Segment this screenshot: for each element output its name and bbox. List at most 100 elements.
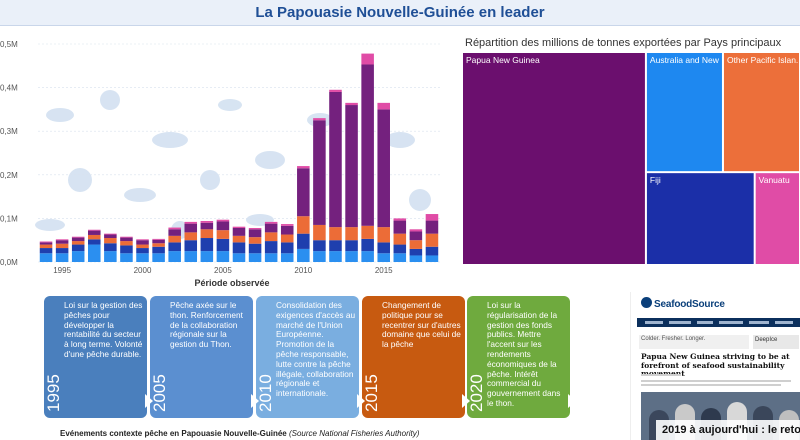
bar-segment[interactable] xyxy=(39,244,53,249)
bar-segment[interactable] xyxy=(120,245,133,254)
bar-segment[interactable] xyxy=(248,243,262,254)
bar-segment[interactable] xyxy=(361,238,374,252)
bar-segment[interactable] xyxy=(248,237,262,244)
bar-segment[interactable] xyxy=(200,222,214,230)
bar-segment[interactable] xyxy=(264,253,278,262)
bar-segment[interactable] xyxy=(104,234,117,239)
bar-segment[interactable] xyxy=(313,118,326,121)
treemap-cell[interactable] xyxy=(646,53,722,172)
bar-segment[interactable] xyxy=(152,246,165,254)
bar-segment[interactable] xyxy=(409,248,423,256)
bar-segment[interactable] xyxy=(425,233,439,247)
bar-segment[interactable] xyxy=(39,248,53,254)
bar-segment[interactable] xyxy=(71,244,85,252)
bar-segment[interactable] xyxy=(329,91,342,228)
bar-segment[interactable] xyxy=(184,232,198,241)
bar-segment[interactable] xyxy=(248,229,262,238)
bar-segment[interactable] xyxy=(393,253,407,262)
bar-segment[interactable] xyxy=(329,227,342,241)
bar-segment[interactable] xyxy=(200,251,214,262)
bar-segment[interactable] xyxy=(393,244,407,254)
bar-segment[interactable] xyxy=(168,235,181,243)
bar-segment[interactable] xyxy=(120,253,133,262)
bar-segment[interactable] xyxy=(216,230,230,239)
bar-segment[interactable] xyxy=(377,242,390,254)
bar-segment[interactable] xyxy=(39,241,53,243)
bar-segment[interactable] xyxy=(200,238,214,252)
bar-segment[interactable] xyxy=(184,221,198,224)
bar-segment[interactable] xyxy=(377,102,390,110)
bar-segment[interactable] xyxy=(313,224,326,241)
bar-segment[interactable] xyxy=(55,248,69,254)
bar-segment[interactable] xyxy=(361,251,374,262)
bar-segment[interactable] xyxy=(152,239,165,244)
bar-segment[interactable] xyxy=(361,225,374,239)
bar-segment[interactable] xyxy=(345,240,358,252)
bar-segment[interactable] xyxy=(345,102,358,106)
bar-segment[interactable] xyxy=(88,230,101,235)
treemap-cell[interactable] xyxy=(463,53,645,264)
bar-segment[interactable] xyxy=(136,239,149,241)
bar-segment[interactable] xyxy=(361,64,374,226)
bar-segment[interactable] xyxy=(88,244,101,262)
bar-segment[interactable] xyxy=(280,224,294,226)
bar-segment[interactable] xyxy=(248,227,262,230)
bar-segment[interactable] xyxy=(248,253,262,262)
bar-segment[interactable] xyxy=(280,253,294,262)
bar-segment[interactable] xyxy=(136,248,149,254)
treemap-cell[interactable] xyxy=(723,53,799,172)
bar-segment[interactable] xyxy=(280,225,294,235)
bar-segment[interactable] xyxy=(329,251,342,262)
bar-segment[interactable] xyxy=(152,243,165,247)
bar-segment[interactable] xyxy=(232,235,246,243)
bar-segment[interactable] xyxy=(55,243,69,249)
bar-segment[interactable] xyxy=(71,241,85,245)
bar-segment[interactable] xyxy=(184,251,198,262)
bar-segment[interactable] xyxy=(71,237,85,242)
bar-segment[interactable] xyxy=(88,234,101,240)
bar-segment[interactable] xyxy=(136,253,149,262)
bar-segment[interactable] xyxy=(425,246,439,256)
bar-segment[interactable] xyxy=(393,218,407,221)
bar-segment[interactable] xyxy=(264,241,278,254)
treemap-cell[interactable] xyxy=(646,173,754,264)
bar-segment[interactable] xyxy=(377,109,390,228)
bar-segment[interactable] xyxy=(120,241,133,246)
bar-segment[interactable] xyxy=(264,223,278,233)
bar-segment[interactable] xyxy=(409,231,423,241)
bar-segment[interactable] xyxy=(232,242,246,254)
bar-segment[interactable] xyxy=(297,233,310,249)
bar-segment[interactable] xyxy=(168,251,181,262)
bar-segment[interactable] xyxy=(345,251,358,262)
bar-segment[interactable] xyxy=(425,214,439,221)
bar-segment[interactable] xyxy=(425,255,439,262)
bar-segment[interactable] xyxy=(168,229,181,236)
bar-segment[interactable] xyxy=(313,240,326,252)
bar-segment[interactable] xyxy=(425,220,439,234)
bar-segment[interactable] xyxy=(136,240,149,245)
bar-segment[interactable] xyxy=(377,253,390,262)
bar-segment[interactable] xyxy=(152,238,165,240)
bar-segment[interactable] xyxy=(345,105,358,228)
bar-segment[interactable] xyxy=(264,221,278,224)
bar-segment[interactable] xyxy=(232,227,246,236)
bar-segment[interactable] xyxy=(104,243,117,252)
bar-segment[interactable] xyxy=(39,253,53,262)
bar-segment[interactable] xyxy=(345,227,358,241)
bar-segment[interactable] xyxy=(216,238,230,252)
seafoodsource-article-screenshot[interactable]: SeafoodSource Colder. Fresher. Longer. D… xyxy=(630,292,800,440)
bar-segment[interactable] xyxy=(55,240,69,244)
bar-segment[interactable] xyxy=(184,223,198,233)
bar-segment[interactable] xyxy=(216,221,230,231)
bar-segment[interactable] xyxy=(104,238,117,244)
bar-segment[interactable] xyxy=(71,236,85,238)
bar-segment[interactable] xyxy=(393,233,407,245)
bar-segment[interactable] xyxy=(71,251,85,262)
bar-segment[interactable] xyxy=(55,253,69,262)
bar-segment[interactable] xyxy=(297,248,310,262)
bar-segment[interactable] xyxy=(39,242,53,245)
bar-segment[interactable] xyxy=(280,234,294,243)
bar-segment[interactable] xyxy=(297,168,310,217)
bar-segment[interactable] xyxy=(136,244,149,249)
bar-segment[interactable] xyxy=(377,227,390,243)
